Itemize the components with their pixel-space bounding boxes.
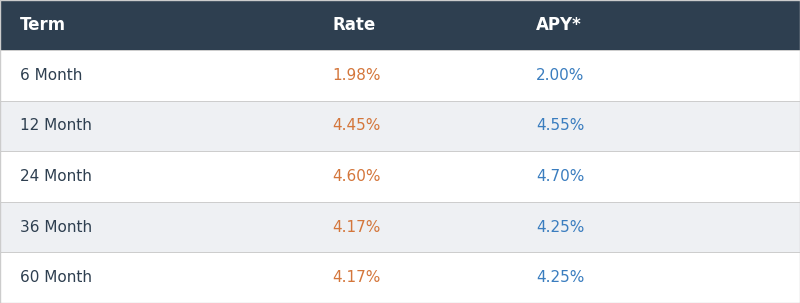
Bar (0, 50, 800, 101)
Text: 4.17%: 4.17% (332, 220, 380, 235)
Text: 1.98%: 1.98% (332, 68, 381, 83)
Text: 24 Month: 24 Month (20, 169, 92, 184)
Text: 36 Month: 36 Month (20, 220, 92, 235)
Bar (0, 101, 800, 151)
Text: 4.70%: 4.70% (536, 169, 584, 184)
Text: 60 Month: 60 Month (20, 270, 92, 285)
Bar (0, 252, 800, 303)
Text: 4.17%: 4.17% (332, 270, 380, 285)
Bar (0, 0, 800, 50)
Bar (0, 151, 800, 202)
Bar (0, 202, 800, 252)
Text: Rate: Rate (332, 16, 375, 34)
Text: APY*: APY* (536, 16, 582, 34)
Text: 12 Month: 12 Month (20, 118, 92, 133)
Text: 4.25%: 4.25% (536, 270, 584, 285)
Text: 2.00%: 2.00% (536, 68, 584, 83)
Text: 4.25%: 4.25% (536, 220, 584, 235)
Text: 4.45%: 4.45% (332, 118, 380, 133)
Text: 4.55%: 4.55% (536, 118, 584, 133)
Text: Term: Term (20, 16, 66, 34)
Text: 6 Month: 6 Month (20, 68, 82, 83)
Text: 4.60%: 4.60% (332, 169, 381, 184)
